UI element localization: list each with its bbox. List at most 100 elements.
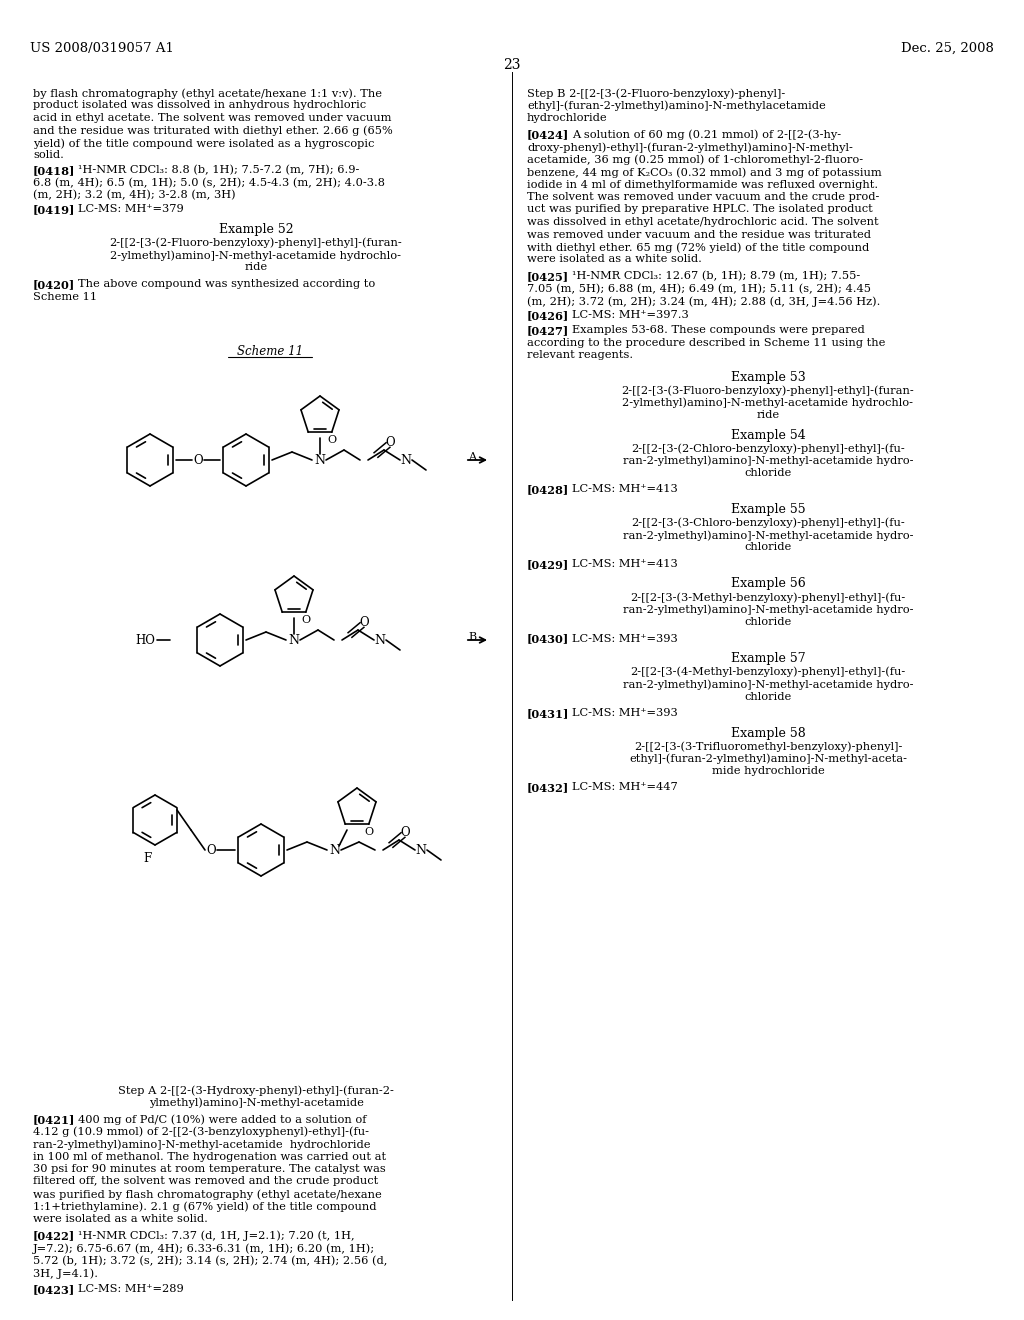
Text: 6.8 (m, 4H); 6.5 (m, 1H); 5.0 (s, 2H); 4.5-4.3 (m, 2H); 4.0-3.8: 6.8 (m, 4H); 6.5 (m, 1H); 5.0 (s, 2H); 4… bbox=[33, 177, 385, 187]
Text: 2-[[2-[3-(3-Chloro-benzyloxy)-phenyl]-ethyl]-(fu-: 2-[[2-[3-(3-Chloro-benzyloxy)-phenyl]-et… bbox=[631, 517, 905, 528]
Text: uct was purified by preparative HPLC. The isolated product: uct was purified by preparative HPLC. Th… bbox=[527, 205, 872, 214]
Text: ylmethyl)amino]-N-methyl-acetamide: ylmethyl)amino]-N-methyl-acetamide bbox=[148, 1097, 364, 1107]
Text: N: N bbox=[400, 454, 412, 466]
Text: ran-2-ylmethyl)amino]-N-methyl-acetamide hydro-: ran-2-ylmethyl)amino]-N-methyl-acetamide… bbox=[623, 678, 913, 689]
Text: 2-[[2-[3-(2-Chloro-benzyloxy)-phenyl]-ethyl]-(fu-: 2-[[2-[3-(2-Chloro-benzyloxy)-phenyl]-et… bbox=[631, 444, 905, 454]
Text: ethyl]-(furan-2-ylmethyl)amino]-N-methylacetamide: ethyl]-(furan-2-ylmethyl)amino]-N-methyl… bbox=[527, 100, 825, 111]
Text: 2-ylmethyl)amino]-N-methyl-acetamide hydrochlo-: 2-ylmethyl)amino]-N-methyl-acetamide hyd… bbox=[111, 249, 401, 260]
Text: N: N bbox=[375, 634, 385, 647]
Text: (m, 2H); 3.2 (m, 4H); 3-2.8 (m, 3H): (m, 2H); 3.2 (m, 4H); 3-2.8 (m, 3H) bbox=[33, 190, 236, 201]
Text: [0430]: [0430] bbox=[527, 634, 569, 644]
Text: N: N bbox=[416, 843, 427, 857]
Text: ran-2-ylmethyl)amino]-N-methyl-acetamide hydro-: ran-2-ylmethyl)amino]-N-methyl-acetamide… bbox=[623, 605, 913, 615]
Text: droxy-phenyl)-ethyl]-(furan-2-ylmethyl)amino]-N-methyl-: droxy-phenyl)-ethyl]-(furan-2-ylmethyl)a… bbox=[527, 143, 853, 153]
Text: acetamide, 36 mg (0.25 mmol) of 1-chloromethyl-2-fluoro-: acetamide, 36 mg (0.25 mmol) of 1-chloro… bbox=[527, 154, 863, 165]
Text: chloride: chloride bbox=[744, 692, 792, 701]
Text: ¹H-NMR CDCl₃: 12.67 (b, 1H); 8.79 (m, 1H); 7.55-: ¹H-NMR CDCl₃: 12.67 (b, 1H); 8.79 (m, 1H… bbox=[572, 271, 860, 281]
Text: LC-MS: MH⁺=393: LC-MS: MH⁺=393 bbox=[572, 634, 678, 644]
Text: was dissolved in ethyl acetate/hydrochloric acid. The solvent: was dissolved in ethyl acetate/hydrochlo… bbox=[527, 216, 879, 227]
Text: 3H, J=4.1).: 3H, J=4.1). bbox=[33, 1269, 98, 1279]
Text: hydrochloride: hydrochloride bbox=[527, 114, 607, 123]
Text: LC-MS: MH⁺=397.3: LC-MS: MH⁺=397.3 bbox=[572, 310, 689, 321]
Text: by flash chromatography (ethyl acetate/hexane 1:1 v:v). The: by flash chromatography (ethyl acetate/h… bbox=[33, 88, 382, 99]
Text: A solution of 60 mg (0.21 mmol) of 2-[[2-(3-hy-: A solution of 60 mg (0.21 mmol) of 2-[[2… bbox=[572, 129, 841, 140]
Text: ran-2-ylmethyl)amino]-N-methyl-acetamide hydro-: ran-2-ylmethyl)amino]-N-methyl-acetamide… bbox=[623, 455, 913, 466]
Text: ride: ride bbox=[245, 263, 267, 272]
Text: 2-[[2-[3-(2-Fluoro-benzyloxy)-phenyl]-ethyl]-(furan-: 2-[[2-[3-(2-Fluoro-benzyloxy)-phenyl]-et… bbox=[110, 238, 402, 248]
Text: yield) of the title compound were isolated as a hygroscopic: yield) of the title compound were isolat… bbox=[33, 139, 375, 149]
Text: 400 mg of Pd/C (10%) were added to a solution of: 400 mg of Pd/C (10%) were added to a sol… bbox=[78, 1114, 367, 1125]
Text: N: N bbox=[330, 843, 341, 857]
Text: 2-[[2-[3-(3-Methyl-benzyloxy)-phenyl]-ethyl]-(fu-: 2-[[2-[3-(3-Methyl-benzyloxy)-phenyl]-et… bbox=[631, 591, 905, 602]
Text: LC-MS: MH⁺=393: LC-MS: MH⁺=393 bbox=[572, 708, 678, 718]
Text: A: A bbox=[468, 451, 476, 462]
Text: LC-MS: MH⁺=413: LC-MS: MH⁺=413 bbox=[572, 558, 678, 569]
Text: [0420]: [0420] bbox=[33, 279, 75, 290]
Text: [0419]: [0419] bbox=[33, 205, 76, 215]
Text: was removed under vacuum and the residue was triturated: was removed under vacuum and the residue… bbox=[527, 230, 871, 239]
Text: 2-[[2-[3-(3-Fluoro-benzyloxy)-phenyl]-ethyl]-(furan-: 2-[[2-[3-(3-Fluoro-benzyloxy)-phenyl]-et… bbox=[622, 385, 914, 396]
Text: with diethyl ether. 65 mg (72% yield) of the title compound: with diethyl ether. 65 mg (72% yield) of… bbox=[527, 242, 869, 252]
Text: [0422]: [0422] bbox=[33, 1230, 75, 1242]
Text: O: O bbox=[385, 436, 395, 449]
Text: Example 54: Example 54 bbox=[731, 429, 805, 441]
Text: Scheme 11: Scheme 11 bbox=[33, 292, 97, 301]
Text: 2-[[2-[3-(4-Methyl-benzyloxy)-phenyl]-ethyl]-(fu-: 2-[[2-[3-(4-Methyl-benzyloxy)-phenyl]-et… bbox=[631, 667, 905, 677]
Text: The above compound was synthesized according to: The above compound was synthesized accor… bbox=[78, 279, 375, 289]
Text: N: N bbox=[289, 634, 299, 647]
Text: 30 psi for 90 minutes at room temperature. The catalyst was: 30 psi for 90 minutes at room temperatur… bbox=[33, 1164, 386, 1173]
Text: O: O bbox=[328, 436, 336, 445]
Text: product isolated was dissolved in anhydrous hydrochloric: product isolated was dissolved in anhydr… bbox=[33, 100, 367, 111]
Text: J=7.2); 6.75-6.67 (m, 4H); 6.33-6.31 (m, 1H); 6.20 (m, 1H);: J=7.2); 6.75-6.67 (m, 4H); 6.33-6.31 (m,… bbox=[33, 1243, 375, 1254]
Text: Scheme 11: Scheme 11 bbox=[237, 345, 303, 358]
Text: benzene, 44 mg of K₂CO₃ (0.32 mmol) and 3 mg of potassium: benzene, 44 mg of K₂CO₃ (0.32 mmol) and … bbox=[527, 168, 882, 178]
Text: [0429]: [0429] bbox=[527, 558, 569, 570]
Text: Step B 2-[[2-[3-(2-Fluoro-benzyloxy)-phenyl]-: Step B 2-[[2-[3-(2-Fluoro-benzyloxy)-phe… bbox=[527, 88, 785, 99]
Text: LC-MS: MH⁺=379: LC-MS: MH⁺=379 bbox=[78, 205, 183, 214]
Text: ran-2-ylmethyl)amino]-N-methyl-acetamide  hydrochloride: ran-2-ylmethyl)amino]-N-methyl-acetamide… bbox=[33, 1139, 371, 1150]
Text: B: B bbox=[468, 632, 476, 642]
Text: F: F bbox=[143, 851, 152, 865]
Text: 2-[[2-[3-(3-Trifluoromethyl-benzyloxy)-phenyl]-: 2-[[2-[3-(3-Trifluoromethyl-benzyloxy)-p… bbox=[634, 741, 902, 751]
Text: HO: HO bbox=[135, 634, 155, 647]
Text: 7.05 (m, 5H); 6.88 (m, 4H); 6.49 (m, 1H); 5.11 (s, 2H); 4.45: 7.05 (m, 5H); 6.88 (m, 4H); 6.49 (m, 1H)… bbox=[527, 284, 871, 294]
Text: Step A 2-[[2-(3-Hydroxy-phenyl)-ethyl]-(furan-2-: Step A 2-[[2-(3-Hydroxy-phenyl)-ethyl]-(… bbox=[118, 1085, 394, 1096]
Text: The solvent was removed under vacuum and the crude prod-: The solvent was removed under vacuum and… bbox=[527, 191, 880, 202]
Text: Examples 53-68. These compounds were prepared: Examples 53-68. These compounds were pre… bbox=[572, 325, 864, 335]
Text: [0418]: [0418] bbox=[33, 165, 76, 176]
Text: O: O bbox=[365, 828, 374, 837]
Text: O: O bbox=[359, 615, 369, 628]
Text: US 2008/0319057 A1: US 2008/0319057 A1 bbox=[30, 42, 174, 55]
Text: were isolated as a white solid.: were isolated as a white solid. bbox=[33, 1214, 208, 1224]
Text: Example 55: Example 55 bbox=[731, 503, 805, 516]
Text: iodide in 4 ml of dimethylformamide was refluxed overnight.: iodide in 4 ml of dimethylformamide was … bbox=[527, 180, 879, 190]
Text: chloride: chloride bbox=[744, 616, 792, 627]
Text: O: O bbox=[206, 843, 216, 857]
Text: ¹H-NMR CDCl₃: 8.8 (b, 1H); 7.5-7.2 (m, 7H); 6.9-: ¹H-NMR CDCl₃: 8.8 (b, 1H); 7.5-7.2 (m, 7… bbox=[78, 165, 359, 176]
Text: chloride: chloride bbox=[744, 469, 792, 478]
Text: Dec. 25, 2008: Dec. 25, 2008 bbox=[901, 42, 994, 55]
Text: [0424]: [0424] bbox=[527, 129, 569, 140]
Text: O: O bbox=[400, 825, 410, 838]
Text: [0425]: [0425] bbox=[527, 271, 569, 282]
Text: Example 58: Example 58 bbox=[731, 726, 805, 739]
Text: [0428]: [0428] bbox=[527, 484, 569, 495]
Text: filtered off, the solvent was removed and the crude product: filtered off, the solvent was removed an… bbox=[33, 1176, 378, 1187]
Text: ran-2-ylmethyl)amino]-N-methyl-acetamide hydro-: ran-2-ylmethyl)amino]-N-methyl-acetamide… bbox=[623, 531, 913, 541]
Text: O: O bbox=[301, 615, 310, 626]
Text: ¹H-NMR CDCl₃: 7.37 (d, 1H, J=2.1); 7.20 (t, 1H,: ¹H-NMR CDCl₃: 7.37 (d, 1H, J=2.1); 7.20 … bbox=[78, 1230, 354, 1241]
Text: ride: ride bbox=[757, 411, 779, 420]
Text: chloride: chloride bbox=[744, 543, 792, 553]
Text: relevant reagents.: relevant reagents. bbox=[527, 350, 633, 360]
Text: [0427]: [0427] bbox=[527, 325, 569, 337]
Text: was purified by flash chromatography (ethyl acetate/hexane: was purified by flash chromatography (et… bbox=[33, 1189, 382, 1200]
Text: 4.12 g (10.9 mmol) of 2-[[2-(3-benzyloxyphenyl)-ethyl]-(fu-: 4.12 g (10.9 mmol) of 2-[[2-(3-benzyloxy… bbox=[33, 1126, 369, 1137]
Text: 1:1+triethylamine). 2.1 g (67% yield) of the title compound: 1:1+triethylamine). 2.1 g (67% yield) of… bbox=[33, 1201, 377, 1212]
Text: Example 53: Example 53 bbox=[731, 371, 805, 384]
Text: (m, 2H); 3.72 (m, 2H); 3.24 (m, 4H); 2.88 (d, 3H, J=4.56 Hz).: (m, 2H); 3.72 (m, 2H); 3.24 (m, 4H); 2.8… bbox=[527, 296, 881, 306]
Text: acid in ethyl acetate. The solvent was removed under vacuum: acid in ethyl acetate. The solvent was r… bbox=[33, 114, 391, 123]
Text: 5.72 (b, 1H); 3.72 (s, 2H); 3.14 (s, 2H); 2.74 (m, 4H); 2.56 (d,: 5.72 (b, 1H); 3.72 (s, 2H); 3.14 (s, 2H)… bbox=[33, 1255, 387, 1266]
Text: ethyl]-(furan-2-ylmethyl)amino]-N-methyl-aceta-: ethyl]-(furan-2-ylmethyl)amino]-N-methyl… bbox=[629, 754, 907, 764]
Text: 2-ylmethyl)amino]-N-methyl-acetamide hydrochlo-: 2-ylmethyl)amino]-N-methyl-acetamide hyd… bbox=[623, 397, 913, 408]
Text: solid.: solid. bbox=[33, 150, 63, 161]
